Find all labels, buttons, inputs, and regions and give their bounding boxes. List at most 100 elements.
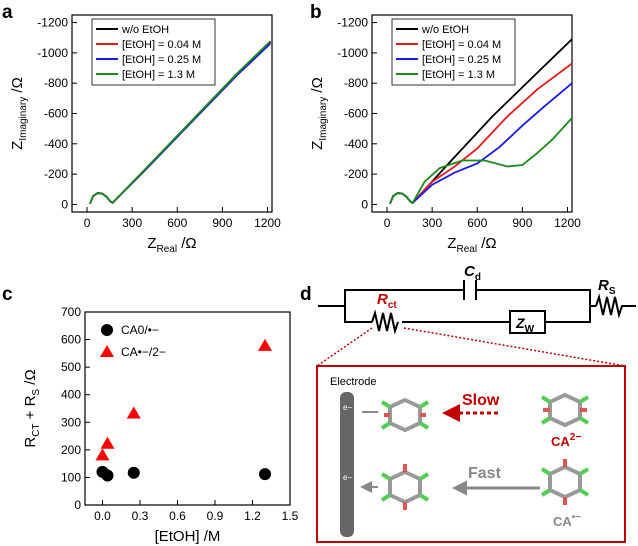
x-tick-label: 1200 — [554, 216, 581, 230]
panel-letter: a — [2, 2, 13, 23]
label-part: /Ω — [177, 235, 197, 252]
label-part: /Ω — [9, 77, 26, 97]
y-tick-label: -600 — [344, 107, 368, 121]
wire — [318, 289, 596, 323]
label-part: Imaginary — [18, 97, 29, 141]
label: CA — [553, 514, 572, 529]
rct-label: Rct — [377, 291, 397, 311]
axis-label: ZImaginary /Ω — [9, 77, 29, 150]
x-tick-label: 900 — [512, 216, 532, 230]
label-part: Z — [309, 141, 326, 150]
zw-label: ZW — [515, 315, 535, 335]
panel-letter: d — [300, 284, 312, 305]
point — [95, 448, 110, 461]
y-tick-label: -800 — [344, 76, 368, 90]
point — [127, 466, 140, 479]
legend-swatch — [101, 324, 113, 336]
legend-label: [EtOH] = 0.25 M — [122, 54, 201, 66]
axis-label: ZReal /Ω — [147, 235, 196, 255]
plot-frame — [84, 311, 291, 506]
y-tick-label: 500 — [61, 360, 81, 374]
label: S — [609, 286, 616, 297]
label: CA — [551, 434, 570, 449]
legend-label: CA•−/2− — [121, 345, 166, 359]
fast-label: Fast — [468, 465, 502, 482]
label-part: [EtOH] /M — [155, 528, 221, 545]
x-tick-label: 300 — [122, 216, 142, 230]
label: •− — [572, 512, 582, 523]
label: ct — [388, 300, 398, 311]
resistor-ct — [371, 309, 399, 335]
label: C — [464, 263, 476, 280]
y-tick-label: -1200 — [37, 16, 68, 30]
panel-letter: c — [2, 284, 13, 305]
y-tick-label: -1000 — [337, 46, 368, 60]
axis-label: [EtOH] /M — [155, 528, 221, 545]
chart: a 0 300 600 900 1200 0 -200 -400 -600 -800 -1000 -12… — [2, 2, 281, 255]
zoom-box — [316, 365, 626, 543]
legend-swatch — [100, 345, 114, 357]
label-part: /Ω — [477, 235, 497, 252]
x-tick-label: 900 — [212, 216, 232, 230]
y-tick-label: -1200 — [337, 16, 368, 30]
x-tick-label: 0.3 — [132, 509, 149, 523]
axis-label: ZReal /Ω — [447, 235, 496, 255]
point — [100, 436, 115, 449]
legend-label: [EtOH] = 1.3 M — [122, 69, 195, 81]
electrode-label: Electrode — [330, 376, 376, 388]
y-tick-label: -200 — [344, 167, 368, 181]
x-tick-label: 0 — [384, 216, 391, 230]
x-tick-label: 600 — [167, 216, 187, 230]
label-part: S — [31, 389, 42, 396]
y-tick-label: 100 — [61, 470, 81, 484]
legend-label: [EtOH] = 0.04 M — [422, 39, 501, 51]
point — [101, 469, 114, 482]
legend-label: [EtOH] = 0.04 M — [122, 39, 201, 51]
series-line — [389, 117, 573, 205]
point — [126, 406, 141, 419]
x-tick-label: 300 — [422, 216, 442, 230]
chart: b 0 300 600 900 1200 0 -200 -400 -600 -800 -1000 -12… — [309, 2, 581, 255]
y-tick-label: 0 — [361, 197, 368, 211]
oxygens — [384, 408, 587, 510]
y-tick-label: 400 — [61, 388, 81, 402]
y-tick-label: 300 — [61, 415, 81, 429]
y-tick-label: 600 — [61, 333, 81, 347]
y-tick-label: 700 — [61, 305, 81, 319]
x-tick-label: 1200 — [254, 216, 281, 230]
y-tick-label: -400 — [344, 137, 368, 151]
label-part: Imaginary — [318, 97, 329, 141]
cd-label: Cd — [464, 263, 481, 283]
zoom-lines — [316, 327, 626, 367]
label-part: + R — [22, 395, 39, 423]
electrode — [340, 392, 354, 537]
label-part: Z — [9, 141, 26, 150]
label-part: /Ω — [22, 369, 39, 389]
panel-letter: b — [310, 2, 322, 23]
chlorines — [380, 395, 590, 502]
y-tick-label: 200 — [61, 443, 81, 457]
x-tick-label: 1.5 — [282, 509, 299, 523]
legend-label: [EtOH] = 0.25 M — [422, 54, 501, 66]
legend-label: w/o EtOH — [421, 24, 469, 36]
y-tick-label: -400 — [44, 137, 68, 151]
y-tick-label: 0 — [61, 197, 68, 211]
x-tick-label: 0.9 — [207, 509, 224, 523]
y-tick-label: 0 — [74, 498, 81, 512]
legend-label: w/o EtOH — [121, 24, 169, 36]
label-part: R — [22, 437, 39, 448]
point — [259, 468, 271, 481]
species-label: CA•− — [553, 512, 581, 529]
label-part: Real — [457, 244, 478, 255]
series-line — [89, 40, 272, 205]
electron: e− — [343, 403, 352, 412]
label-part: CT — [31, 423, 42, 436]
capacitor — [463, 280, 477, 300]
x-tick-label: 0 — [84, 216, 91, 230]
circuit-diagram: d Cd RS Rct ZW Electrode e− e− Slow Fast… — [300, 263, 636, 543]
label: R — [598, 277, 609, 294]
electron: e− — [343, 473, 352, 482]
label: d — [475, 272, 481, 283]
circuit — [318, 280, 636, 335]
